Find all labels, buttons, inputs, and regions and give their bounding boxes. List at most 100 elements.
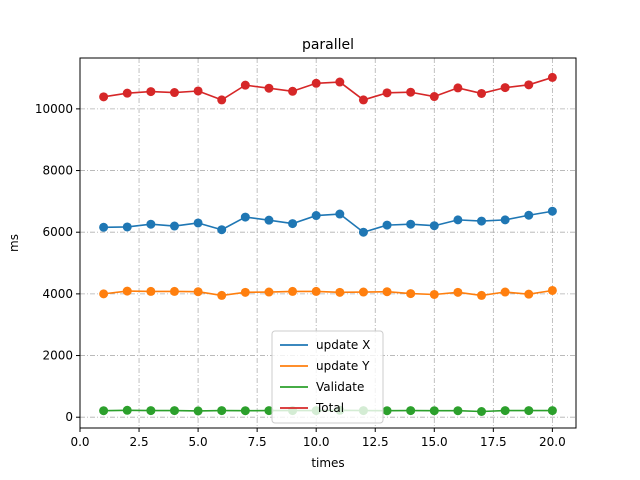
x-axis: 0.0 2.5 5.0 7.5 10.0 12.5 15.0 17.5 20.0 — [70, 428, 566, 449]
data-point-update-x — [500, 215, 510, 225]
data-point-total — [429, 92, 439, 102]
y-tick-label: 8000 — [42, 164, 73, 178]
data-point-total — [240, 80, 250, 90]
data-point-update-x — [406, 219, 416, 229]
x-axis-title: times — [311, 456, 344, 470]
data-point-update-y — [122, 286, 132, 296]
data-point-total — [524, 80, 534, 90]
data-point-update-y — [169, 286, 179, 296]
legend-label: Total — [315, 401, 344, 415]
legend-item-total: Total — [280, 401, 344, 415]
y-axis-title: ms — [7, 234, 21, 252]
data-point-update-x — [524, 210, 534, 220]
y-tick-label: 2000 — [42, 349, 73, 363]
y-tick-label: 6000 — [42, 225, 73, 239]
series-total — [99, 72, 557, 105]
data-point-update-x — [358, 227, 368, 237]
data-point-validate — [217, 406, 227, 416]
data-point-total — [217, 95, 227, 105]
data-point-update-y — [477, 290, 487, 300]
data-point-validate — [477, 407, 487, 417]
x-tick-label: 10.0 — [303, 435, 330, 449]
data-point-update-x — [477, 216, 487, 226]
data-point-update-y — [358, 287, 368, 297]
data-point-update-y — [217, 290, 227, 300]
data-point-validate — [382, 406, 392, 416]
data-point-update-x — [453, 215, 463, 225]
x-tick-label: 2.5 — [130, 435, 149, 449]
x-tick-label: 5.0 — [189, 435, 208, 449]
data-point-update-y — [311, 286, 321, 296]
legend-item-update-x: update X — [280, 338, 370, 352]
data-point-update-x — [217, 225, 227, 235]
y-tick-label: 10000 — [35, 102, 73, 116]
data-point-total — [547, 72, 557, 82]
data-point-update-x — [547, 206, 557, 216]
data-point-total — [406, 87, 416, 97]
data-point-update-x — [288, 219, 298, 229]
data-point-update-y — [264, 287, 274, 297]
data-point-update-y — [524, 289, 534, 299]
series-update-y — [99, 285, 557, 300]
data-point-total — [264, 83, 274, 93]
data-point-validate — [547, 406, 557, 416]
data-point-validate — [429, 406, 439, 416]
data-point-update-x — [335, 209, 345, 219]
data-point-update-x — [122, 222, 132, 232]
legend-item-update-y: update Y — [280, 359, 370, 373]
data-point-total — [500, 83, 510, 93]
data-point-total — [169, 88, 179, 98]
y-axis: 0 2000 4000 6000 8000 10000 — [35, 102, 80, 424]
data-point-total — [382, 88, 392, 98]
data-point-validate — [264, 406, 274, 416]
chart-title: parallel — [302, 37, 354, 53]
data-point-total — [358, 95, 368, 105]
data-point-update-x — [169, 221, 179, 231]
data-point-update-y — [335, 287, 345, 297]
data-point-update-y — [240, 287, 250, 297]
legend-box — [271, 330, 384, 424]
data-point-total — [99, 92, 109, 102]
data-point-total — [193, 86, 203, 96]
series-update-x — [99, 206, 557, 237]
data-point-update-y — [453, 287, 463, 297]
data-point-validate — [524, 406, 534, 416]
data-point-validate — [146, 406, 156, 416]
data-point-validate — [122, 405, 132, 415]
data-point-update-y — [193, 287, 203, 297]
data-point-update-x — [311, 211, 321, 221]
legend-item-validate: Validate — [280, 380, 364, 394]
data-point-update-y — [547, 285, 557, 295]
data-point-update-x — [193, 218, 203, 228]
data-point-update-x — [99, 222, 109, 232]
data-point-total — [335, 77, 345, 87]
data-point-update-x — [429, 221, 439, 231]
data-point-update-x — [146, 219, 156, 229]
grid — [79, 58, 576, 428]
data-point-update-y — [406, 289, 416, 299]
legend: update X update Y Validate Total — [271, 330, 384, 424]
legend-label: update Y — [316, 359, 370, 373]
data-point-validate — [99, 406, 109, 416]
data-point-total — [453, 83, 463, 93]
data-point-update-y — [382, 287, 392, 297]
data-point-total — [288, 86, 298, 96]
legend-label: Validate — [316, 380, 364, 394]
data-point-update-y — [288, 286, 298, 296]
data-point-update-x — [240, 212, 250, 222]
data-point-total — [477, 88, 487, 98]
x-tick-label: 0.0 — [70, 435, 89, 449]
data-point-total — [311, 78, 321, 88]
x-tick-label: 20.0 — [539, 435, 566, 449]
data-point-update-y — [99, 289, 109, 299]
y-tick-label: 4000 — [42, 287, 73, 301]
x-tick-label: 17.5 — [480, 435, 507, 449]
plot-frame — [79, 57, 577, 429]
x-tick-label: 15.0 — [421, 435, 448, 449]
data-point-validate — [500, 406, 510, 416]
data-point-validate — [240, 406, 250, 416]
data-point-validate — [453, 406, 463, 416]
data-point-update-y — [500, 287, 510, 297]
data-point-update-y — [429, 289, 439, 299]
